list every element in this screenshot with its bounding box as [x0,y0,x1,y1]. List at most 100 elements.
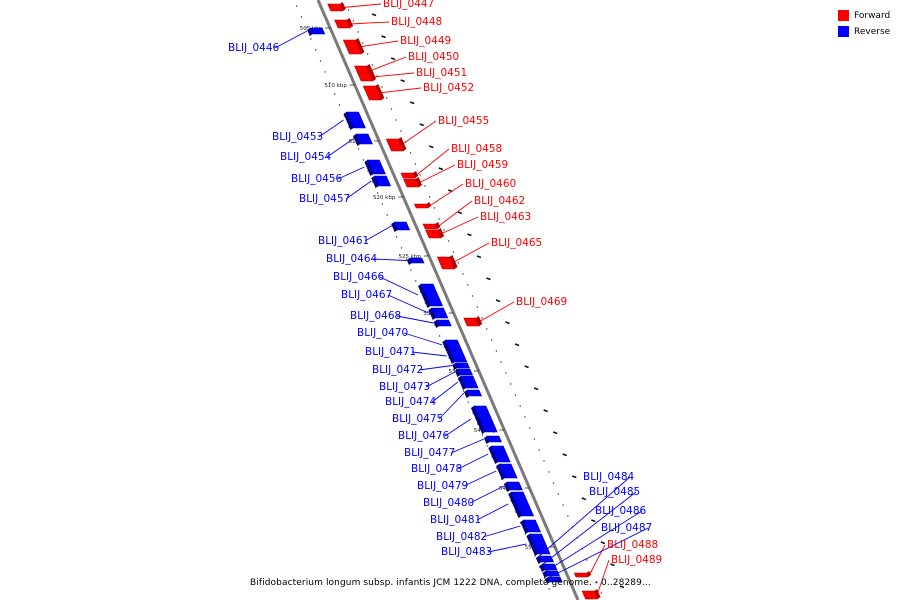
gene-label-blij_0467[interactable]: BLIJ_0467 [341,289,392,301]
leader-line [535,476,631,560]
gene-label-blij_0463[interactable]: BLIJ_0463 [480,211,531,223]
gene-block-blij_0480[interactable] [506,481,523,491]
leader-line [440,216,479,235]
forward-swatch-icon [838,10,849,21]
gene-label-blij_0461[interactable]: BLIJ_0461 [318,235,369,247]
gene-block-blij_0464[interactable] [409,257,425,264]
gene-label-blij_0476[interactable]: BLIJ_0476 [398,430,450,442]
gene-label-blij_0452[interactable]: BLIJ_0452 [423,82,474,94]
gene-block-blij_0488[interactable] [573,572,589,578]
gene-label-blij_0466[interactable]: BLIJ_0466 [333,271,385,283]
gene-block-side [433,320,440,328]
leader-line [476,503,509,521]
gene-block-blij_0458[interactable] [400,172,416,179]
guide-dot [410,269,412,271]
gene-label-blij_0451[interactable]: BLIJ_0451 [416,67,467,79]
gene-block-blij_0467[interactable] [431,307,449,319]
gene-label-blij_0486[interactable]: BLIJ_0486 [595,505,647,517]
gene-block-side [452,363,458,370]
gene-label-blij_0457[interactable]: BLIJ_0457 [299,193,350,205]
guide-dot [357,148,360,150]
legend-item-reverse: Reverse [838,24,890,39]
gene-label-blij_0456[interactable]: BLIJ_0456 [291,173,343,185]
guide-dot [352,20,355,22]
gene-block-blij_0462[interactable] [422,223,438,230]
gene-label-blij_0483[interactable]: BLIJ_0483 [441,546,492,558]
gene-label-blij_0469[interactable]: BLIJ_0469 [516,296,567,308]
tick-dash [543,409,548,413]
gene-label-blij_0482[interactable]: BLIJ_0482 [436,531,487,543]
gene-block-blij_0456[interactable] [366,159,386,175]
guide-dot [562,504,564,506]
gene-block-blij_0460[interactable] [413,203,429,209]
gene-label-blij_0479[interactable]: BLIJ_0479 [417,480,468,492]
guide-dot [509,383,512,385]
guide-dot [357,31,359,33]
gene-label-blij_0473[interactable]: BLIJ_0473 [379,381,430,393]
gene-label-blij_0462[interactable]: BLIJ_0462 [474,195,525,207]
gene-label-blij_0480[interactable]: BLIJ_0480 [423,497,474,509]
gene-block-blij_0483[interactable] [528,533,551,555]
gene-label-blij_0489[interactable]: BLIJ_0489 [611,554,662,566]
gene-block-blij_0466[interactable] [420,283,444,307]
guide-dot [471,295,474,297]
gene-label-blij_0485[interactable]: BLIJ_0485 [589,486,640,498]
gene-label-blij_0459[interactable]: BLIJ_0459 [457,159,508,171]
gene-label-blij_0474[interactable]: BLIJ_0474 [385,396,437,408]
gene-label-blij_0472[interactable]: BLIJ_0472 [372,364,423,376]
gene-label-blij_0481[interactable]: BLIJ_0481 [430,514,481,526]
gene-label-blij_0454[interactable]: BLIJ_0454 [280,151,332,163]
gene-label-blij_0449[interactable]: BLIJ_0449 [400,35,451,47]
tick-dash [505,321,510,325]
gene-label-blij_0468[interactable]: BLIJ_0468 [350,310,401,322]
gene-block-side [428,308,436,320]
gene-block-blij_0461[interactable] [393,221,411,231]
gene-label-blij_0477[interactable]: BLIJ_0477 [404,447,455,459]
gene-label-blij_0450[interactable]: BLIJ_0450 [408,51,459,63]
leader-line [342,3,382,8]
gene-label-blij_0455[interactable]: BLIJ_0455 [438,115,489,127]
gene-label-blij_0478[interactable]: BLIJ_0478 [411,463,462,475]
guide-dot [600,592,602,594]
gene-block-side [594,589,601,599]
gene-blocks [307,2,601,600]
gene-block-blij_0472[interactable] [454,362,470,369]
gene-block-blij_0484[interactable] [538,555,554,563]
guide-dot [390,108,393,110]
gene-block-blij_0476[interactable] [473,405,498,433]
gene-label-blij_0487[interactable]: BLIJ_0487 [601,522,652,534]
gene-block-side [339,2,346,11]
gene-block-blij_0486[interactable] [544,570,561,577]
gene-block-blij_0487[interactable] [547,576,563,583]
tick-dash [619,585,625,589]
gene-block-blij_0485[interactable] [541,563,558,571]
gene-label-blij_0447[interactable]: BLIJ_0447 [383,0,434,10]
leader-line [469,485,505,504]
gene-block-side [457,376,467,390]
leader-line [463,470,497,487]
gene-label-blij_0470[interactable]: BLIJ_0470 [357,327,408,339]
gene-label-blij_0484[interactable]: BLIJ_0484 [583,471,635,483]
gene-label-blij_0464[interactable]: BLIJ_0464 [326,253,378,265]
gene-label-blij_0488[interactable]: BLIJ_0488 [607,539,658,551]
guide-dot [533,438,536,440]
gene-label-blij_0458[interactable]: BLIJ_0458 [451,143,502,155]
guide-dot [314,49,317,51]
gene-label-blij_0475[interactable]: BLIJ_0475 [392,413,443,425]
gene-block-side [364,160,374,176]
gene-block-side [353,134,361,146]
guide-dot [310,38,312,40]
gene-label-blij_0465[interactable]: BLIJ_0465 [491,237,542,249]
tick-dash [371,13,377,17]
gene-block-side [369,71,377,81]
leader-line [326,138,354,158]
gene-label-blij_0453[interactable]: BLIJ_0453 [272,131,323,143]
gene-label-blij_0446[interactable]: BLIJ_0446 [228,42,280,54]
gene-label-blij_0471[interactable]: BLIJ_0471 [365,346,416,358]
guide-dot [495,350,498,352]
gene-block-side [470,406,486,434]
gene-label-blij_0448[interactable]: BLIJ_0448 [391,16,442,28]
gene-block-blij_0454[interactable] [355,133,373,145]
tick-dashes [371,13,625,589]
gene-label-blij_0460[interactable]: BLIJ_0460 [465,178,516,190]
